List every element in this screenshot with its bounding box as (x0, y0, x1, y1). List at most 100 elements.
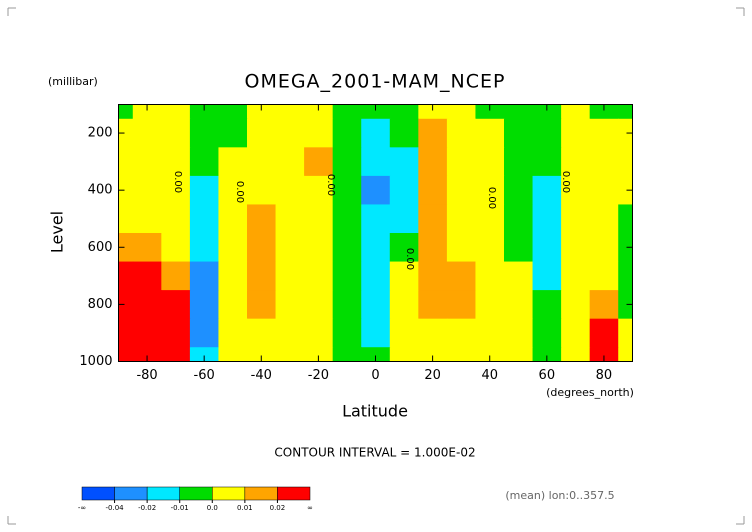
y-unit-label: (millibar) (48, 75, 98, 88)
contour-cell (189, 261, 219, 291)
contour-cell (161, 175, 191, 205)
contour-cell (532, 318, 562, 348)
x-axis-label: Latitude (342, 402, 408, 421)
contour-cell (132, 347, 162, 362)
contour-cell (446, 175, 476, 205)
colorbar-swatch (146, 486, 180, 501)
contour-cell (332, 118, 362, 148)
contour-cell (275, 147, 305, 177)
contour-cell (361, 347, 391, 362)
contour-cell (118, 118, 134, 148)
contour-cell (532, 204, 562, 234)
contour-cell (589, 175, 619, 205)
contour-cell (275, 233, 305, 263)
contour-cell (304, 233, 334, 263)
contour-cell (275, 318, 305, 348)
contour-cell (618, 233, 633, 263)
contour-cell (304, 318, 334, 348)
contour-cell (475, 318, 505, 348)
contour-cell (389, 175, 419, 205)
contour-cell (132, 290, 162, 320)
contour-cell (618, 175, 633, 205)
contour-cell (532, 290, 562, 320)
contour-cell (589, 118, 619, 148)
contour-cell (561, 318, 591, 348)
y-tick-label: 800 (88, 297, 113, 312)
contour-cell (418, 261, 448, 291)
contour-cell (161, 104, 191, 120)
contour-cell (118, 347, 134, 362)
colorbar-label: 0.01 (237, 504, 253, 512)
contour-cell (218, 118, 248, 148)
contour-cell (189, 104, 219, 120)
contour-cell (561, 290, 591, 320)
contour-cell (247, 261, 277, 291)
contour-cell (132, 175, 162, 205)
contour-cell (218, 204, 248, 234)
x-tick-label: 0 (371, 368, 379, 383)
contour-cell (189, 204, 219, 234)
contour-cell (589, 290, 619, 320)
contour-cell (118, 175, 134, 205)
contour-cell (618, 118, 633, 148)
contour-cell (532, 118, 562, 148)
contour-cell (618, 290, 633, 320)
colorbar-swatch (277, 486, 311, 501)
contour-cell (618, 147, 633, 177)
contour-cell (475, 290, 505, 320)
contour-cell (132, 104, 162, 120)
contour-cell (361, 204, 391, 234)
contour-cell (247, 147, 277, 177)
contour-cell (504, 147, 534, 177)
contour-cell (618, 261, 633, 291)
colorbar-swatch (114, 486, 148, 501)
contour-cell (561, 147, 591, 177)
contour-cell (418, 147, 448, 177)
contour-cell (446, 104, 476, 120)
contour-cell (418, 318, 448, 348)
contour-cell (275, 204, 305, 234)
contour-cell (446, 347, 476, 362)
contour-cell (561, 175, 591, 205)
contour-cell (189, 233, 219, 263)
contour-cell (118, 318, 134, 348)
contour-cell (361, 261, 391, 291)
y-tick-label: 1000 (79, 354, 112, 369)
contour-cell (218, 290, 248, 320)
contour-cell (218, 318, 248, 348)
contour-cell (189, 147, 219, 177)
contour-cell (504, 175, 534, 205)
x-tick-label: 40 (481, 368, 498, 383)
chart-title: OMEGA_2001-MAM_NCEP (244, 71, 505, 93)
footnote: CONTOUR INTERVAL = 1.000E-02 (274, 446, 475, 460)
colorbar-label: -∞ (78, 504, 86, 512)
contour-cell (475, 204, 505, 234)
contour-cell (418, 104, 448, 120)
x-tick-label: -40 (251, 368, 272, 383)
contour-cell (118, 261, 134, 291)
contour-cell (118, 290, 134, 320)
contour-cell (275, 261, 305, 291)
contour-cell (389, 147, 419, 177)
contour-cell (561, 204, 591, 234)
contour-field (118, 104, 633, 362)
x-tick-label: -20 (308, 368, 329, 383)
contour-cell (389, 118, 419, 148)
contour-cell (446, 147, 476, 177)
contour-cell (475, 104, 505, 120)
contour-cell (504, 118, 534, 148)
x-unit-label: (degrees_north) (546, 386, 634, 399)
colorbar-label: 0.0 (207, 504, 218, 512)
contour-cell (618, 104, 633, 120)
contour-cell (504, 347, 534, 362)
contour-cell (446, 118, 476, 148)
contour-cell (218, 233, 248, 263)
contour-cell (189, 118, 219, 148)
contour-cell (475, 233, 505, 263)
contour-cell (218, 147, 248, 177)
contour-cell (118, 104, 134, 120)
contour-cell (561, 261, 591, 291)
contour-cell (304, 147, 334, 177)
contour-cell (361, 175, 391, 205)
contour-cell (275, 104, 305, 120)
